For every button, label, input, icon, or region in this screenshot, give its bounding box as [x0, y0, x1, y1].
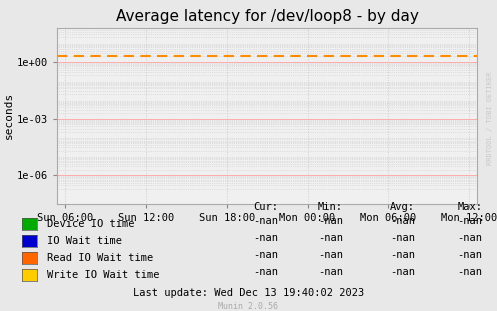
- Text: Munin 2.0.56: Munin 2.0.56: [219, 301, 278, 310]
- Text: Read IO Wait time: Read IO Wait time: [47, 253, 154, 263]
- Text: -nan: -nan: [457, 233, 482, 243]
- Text: -nan: -nan: [318, 250, 343, 260]
- Text: Cur:: Cur:: [253, 202, 278, 212]
- Text: -nan: -nan: [253, 250, 278, 260]
- Text: RRDTOOL / TOBI OETIKER: RRDTOOL / TOBI OETIKER: [487, 72, 493, 165]
- Text: Write IO Wait time: Write IO Wait time: [47, 270, 160, 280]
- Text: IO Wait time: IO Wait time: [47, 236, 122, 246]
- Text: -nan: -nan: [390, 233, 415, 243]
- Text: Avg:: Avg:: [390, 202, 415, 212]
- Text: -nan: -nan: [457, 250, 482, 260]
- Y-axis label: seconds: seconds: [4, 92, 14, 139]
- Text: -nan: -nan: [318, 267, 343, 277]
- Text: -nan: -nan: [318, 233, 343, 243]
- Text: Last update: Wed Dec 13 19:40:02 2023: Last update: Wed Dec 13 19:40:02 2023: [133, 288, 364, 298]
- Text: Min:: Min:: [318, 202, 343, 212]
- Text: -nan: -nan: [457, 216, 482, 226]
- Text: -nan: -nan: [318, 216, 343, 226]
- Text: -nan: -nan: [253, 233, 278, 243]
- Text: -nan: -nan: [390, 216, 415, 226]
- Text: -nan: -nan: [457, 267, 482, 277]
- Text: -nan: -nan: [253, 216, 278, 226]
- Title: Average latency for /dev/loop8 - by day: Average latency for /dev/loop8 - by day: [116, 9, 418, 24]
- Text: -nan: -nan: [253, 267, 278, 277]
- Text: Max:: Max:: [457, 202, 482, 212]
- Text: Device IO time: Device IO time: [47, 219, 135, 229]
- Text: -nan: -nan: [390, 267, 415, 277]
- Text: -nan: -nan: [390, 250, 415, 260]
